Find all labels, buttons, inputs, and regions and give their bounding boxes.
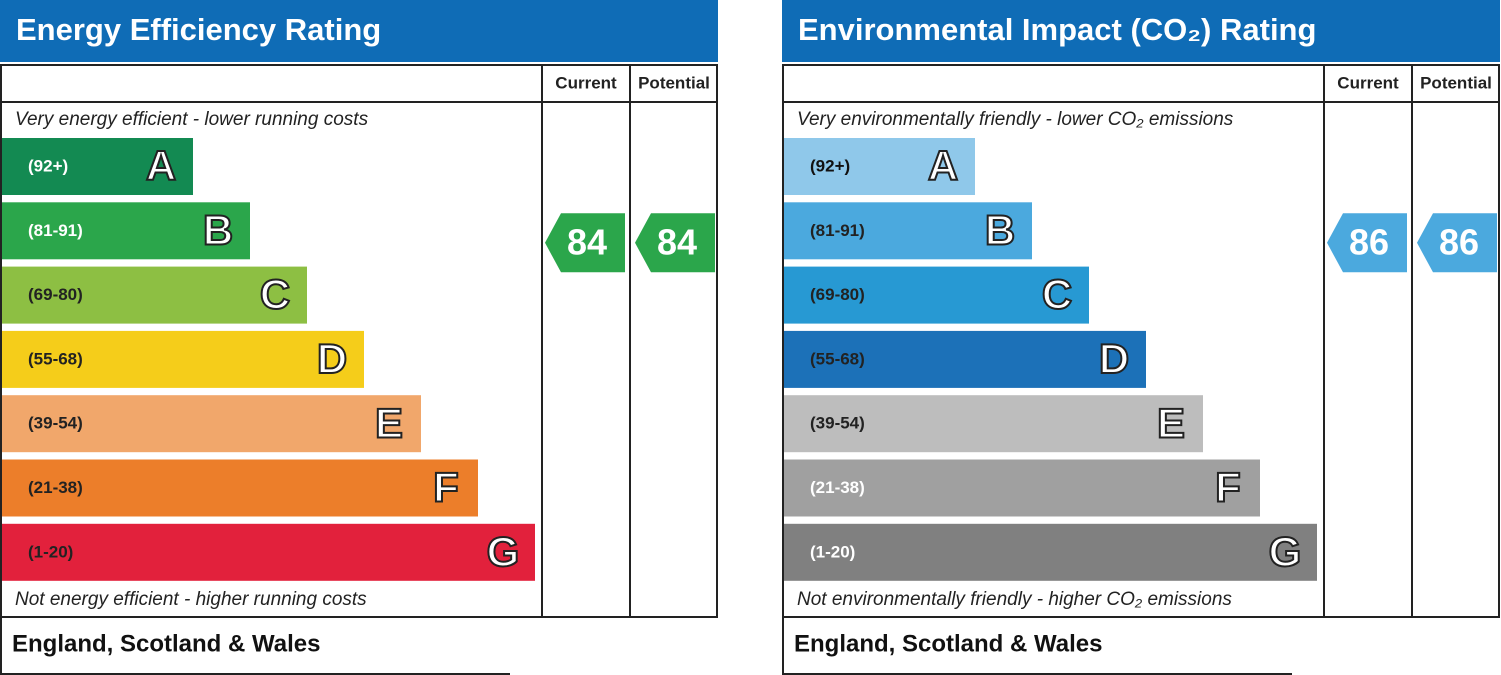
rating-arrow <box>1327 213 1407 273</box>
band-letter: B <box>203 206 233 253</box>
table-frame <box>0 64 718 618</box>
rating-band <box>784 266 1089 324</box>
band-range: (21-38) <box>810 478 865 497</box>
band-letter: E <box>375 399 403 446</box>
band-range: (39-54) <box>28 414 83 433</box>
band-range: (69-80) <box>810 285 865 304</box>
rating-band <box>784 523 1317 581</box>
band-letter: A <box>928 142 958 189</box>
table-frame <box>782 64 1500 618</box>
rating-band <box>784 395 1203 453</box>
band-letter: F <box>433 464 459 511</box>
band-range: (55-68) <box>28 349 83 368</box>
band-letter: B <box>985 206 1015 253</box>
title-bar <box>782 0 1500 62</box>
band-range: (1-20) <box>28 542 73 561</box>
band-letter: G <box>1269 528 1302 575</box>
footer: England, Scotland & Wales <box>12 630 320 657</box>
band-range: (55-68) <box>810 349 865 368</box>
band-range: (39-54) <box>810 414 865 433</box>
rating-band <box>2 202 250 260</box>
column-header: Potential <box>1420 73 1492 92</box>
column-header: Current <box>1337 73 1399 92</box>
title-bar <box>0 0 718 62</box>
band-letter: G <box>487 528 520 575</box>
rating-band <box>784 202 1032 260</box>
rating-value: 86 <box>1439 221 1479 262</box>
rating-value: 84 <box>657 221 697 262</box>
band-letter: E <box>1157 399 1185 446</box>
rating-band <box>2 459 478 517</box>
rating-arrow <box>635 213 715 273</box>
band-letter: C <box>260 271 290 318</box>
band-range: (21-38) <box>28 478 83 497</box>
bottom-note: Not environmentally friendly - higher CO… <box>797 589 1232 610</box>
panel-title: Energy Efficiency Rating <box>16 12 381 47</box>
column-header: Current <box>555 73 617 92</box>
rating-arrow <box>1417 213 1497 273</box>
rating-band <box>2 266 307 324</box>
rating-band <box>2 395 421 453</box>
rating-value: 86 <box>1349 221 1389 262</box>
rating-arrow <box>545 213 625 273</box>
rating-band <box>784 330 1146 388</box>
rating-band <box>2 330 364 388</box>
band-range: (69-80) <box>28 285 83 304</box>
band-letter: F <box>1215 464 1241 511</box>
top-note: Very energy efficient - lower running co… <box>15 109 369 130</box>
band-letter: C <box>1042 271 1072 318</box>
band-letter: D <box>317 335 347 382</box>
rating-band <box>2 523 535 581</box>
panel-title: Environmental Impact (CO₂) Rating <box>798 12 1316 47</box>
rating-band <box>784 459 1260 517</box>
footer: England, Scotland & Wales <box>794 630 1102 657</box>
band-range: (81-91) <box>810 221 865 240</box>
band-range: (1-20) <box>810 542 855 561</box>
band-range: (92+) <box>810 156 850 175</box>
bottom-note: Not energy efficient - higher running co… <box>15 589 367 610</box>
band-range: (81-91) <box>28 221 83 240</box>
top-note: Very environmentally friendly - lower CO… <box>797 109 1234 130</box>
rating-value: 84 <box>567 221 607 262</box>
band-letter: A <box>146 142 176 189</box>
band-letter: D <box>1099 335 1129 382</box>
rating-band <box>2 138 193 195</box>
band-range: (92+) <box>28 156 68 175</box>
rating-band <box>784 138 975 195</box>
column-header: Potential <box>638 73 710 92</box>
